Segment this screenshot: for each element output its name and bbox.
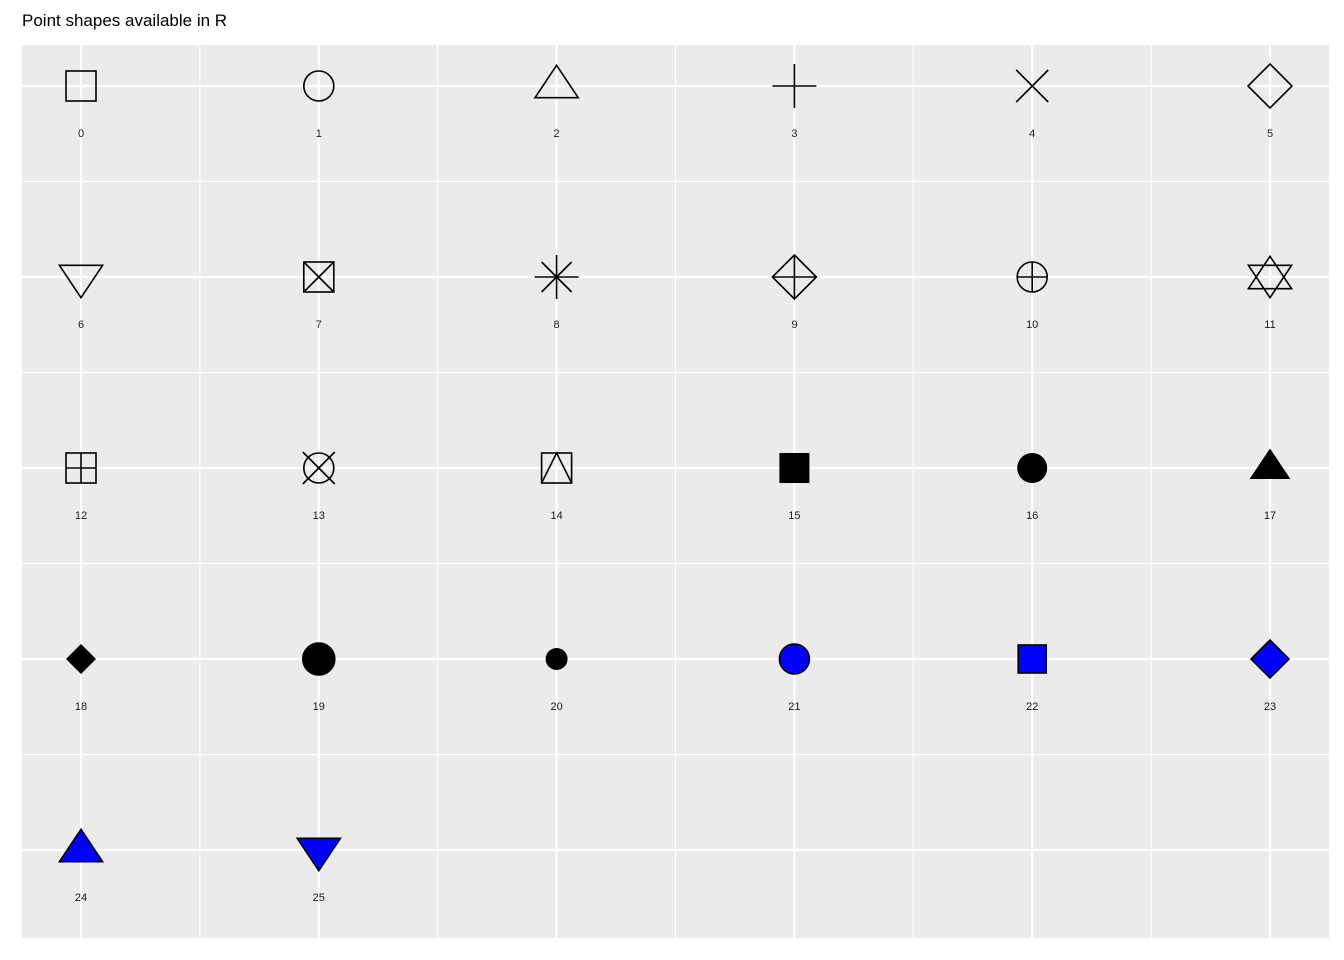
shape-label: 7: [316, 319, 322, 331]
shape-point-12: [65, 452, 97, 484]
shape-label: 8: [554, 319, 560, 331]
shape-label: 10: [1026, 319, 1038, 331]
shape-label: 24: [75, 892, 87, 904]
shape-point-22: [1017, 644, 1048, 674]
shape-label: 3: [791, 128, 797, 140]
shape-point-2: [533, 63, 580, 99]
shape-label: 19: [313, 701, 325, 713]
shape-label: 18: [75, 701, 87, 713]
shape-point-11: [1246, 254, 1294, 300]
shape-point-5: [1246, 62, 1294, 110]
shape-point-1: [302, 70, 335, 102]
shape-label: 25: [313, 892, 325, 904]
shape-point-23: [1249, 638, 1291, 680]
shape-label: 23: [1264, 701, 1276, 713]
shape-point-10: [1016, 261, 1048, 293]
shape-label: 20: [550, 701, 562, 713]
shape-point-25: [295, 837, 342, 873]
shape-label: 1: [316, 128, 322, 140]
shape-label: 0: [78, 128, 84, 140]
shape-label: 4: [1029, 128, 1035, 140]
shape-label: 9: [791, 319, 797, 331]
shape-point-8: [534, 255, 579, 299]
shape-point-14: [540, 451, 573, 484]
shape-label: 5: [1267, 128, 1273, 140]
shape-label: 6: [78, 319, 84, 331]
chart-title: Point shapes available in R: [22, 11, 228, 30]
grid-lines: [22, 45, 1329, 938]
shape-point-21: [778, 643, 811, 675]
shape-point-3: [772, 64, 817, 108]
shape-point-20: [545, 648, 568, 670]
shape-label: 14: [550, 510, 562, 522]
points: [57, 62, 1294, 873]
shape-label: 17: [1264, 510, 1276, 522]
shape-point-9: [771, 253, 818, 301]
shape-point-13: [302, 451, 336, 485]
shape-label: 12: [75, 510, 87, 522]
shape-point-17: [1249, 448, 1291, 480]
shape-point-16: [1017, 453, 1048, 483]
shape-label: 15: [788, 510, 800, 522]
shape-point-6: [57, 264, 105, 300]
shape-label: 16: [1026, 510, 1038, 522]
shape-label: 22: [1026, 701, 1038, 713]
shape-point-15: [779, 453, 810, 483]
shape-label: 11: [1264, 319, 1275, 331]
shape-point-24: [57, 827, 105, 863]
shape-point-4: [1015, 69, 1049, 103]
shape-label: 21: [788, 701, 800, 713]
shape-label: 2: [554, 128, 560, 140]
shape-point-7: [302, 261, 335, 293]
shape-label: 13: [313, 510, 325, 522]
shape-point-19: [301, 642, 336, 676]
shape-point-0: [65, 70, 97, 102]
shape-point-18: [66, 644, 96, 674]
